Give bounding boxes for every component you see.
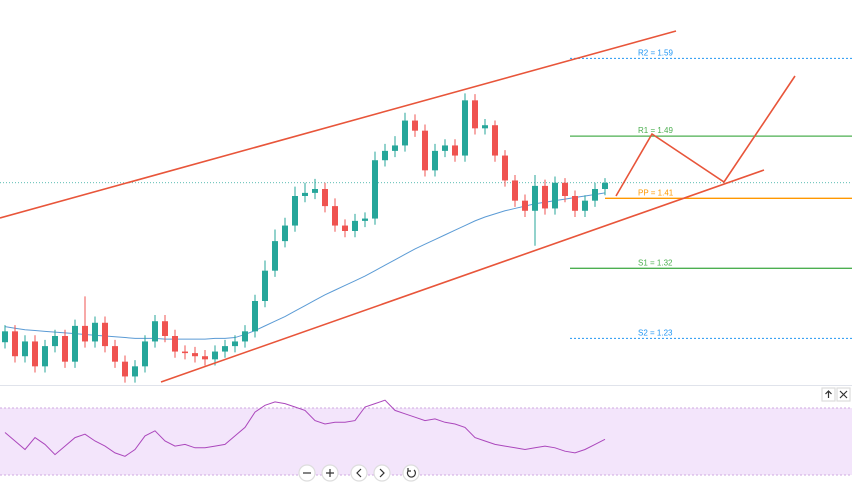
candle-body [212, 351, 218, 360]
pivot-label: PP = 1.41 [638, 188, 674, 197]
candle-body [582, 200, 588, 211]
candle-body [302, 192, 308, 196]
candle-body [442, 145, 448, 151]
candle-body [152, 321, 158, 342]
candle-body [432, 150, 438, 171]
candle-body [52, 336, 58, 347]
candle-body [572, 196, 578, 211]
candle-body [562, 182, 568, 196]
reset-button[interactable] [402, 464, 420, 482]
candle-body [62, 336, 68, 362]
zoom-in-icon [326, 469, 334, 477]
scroll-right-icon [379, 468, 385, 478]
scroll-left-button[interactable] [350, 464, 368, 482]
projection [615, 75, 796, 197]
candle-body [282, 225, 288, 242]
candle-body [182, 351, 188, 354]
candle-body [322, 189, 328, 207]
candle-body [2, 331, 8, 343]
candle-body [202, 356, 208, 360]
candle-body [332, 206, 338, 226]
candle-body [592, 189, 598, 201]
candle-body [502, 155, 508, 181]
candle-body [292, 196, 298, 226]
candle-body [252, 301, 258, 332]
candle-body [482, 125, 488, 129]
candle-body [602, 182, 608, 189]
candle-body [112, 346, 118, 362]
candle-body [162, 321, 168, 336]
candle-body [132, 366, 138, 377]
candle-body [552, 182, 558, 209]
candle-body [142, 341, 148, 367]
candle-body [32, 341, 38, 367]
candle-body [422, 130, 428, 171]
candle-body [12, 331, 18, 357]
candle-body [382, 150, 388, 161]
candle-body [372, 160, 378, 219]
close-pane-icon [839, 390, 848, 399]
toolbar [298, 387, 851, 482]
marks: R2 = 1.59 R1 = 1.49 PP = 1.41 S1 = 1.32 S2 =… [0, 48, 852, 457]
pivot-label: S2 = 1.23 [638, 328, 673, 337]
candle-body [22, 341, 28, 357]
channel [0, 30, 796, 383]
candle-body [232, 341, 238, 347]
candle-body [262, 270, 268, 301]
candle-body [352, 220, 358, 231]
candle-body [102, 322, 108, 347]
candle-body [392, 145, 398, 151]
candle-body [42, 346, 48, 367]
candle-body [242, 331, 248, 342]
candle-body [452, 145, 458, 156]
candle-body [172, 336, 178, 352]
scroll-left-icon [356, 468, 362, 478]
candle-body [402, 120, 408, 146]
scroll-right-button[interactable] [373, 464, 391, 482]
channel-upper [0, 30, 677, 219]
pivot-label: S1 = 1.32 [638, 258, 673, 267]
candle-body [342, 225, 348, 231]
maximize-pane-icon [825, 390, 832, 398]
candle-body [542, 185, 548, 209]
candle-body [192, 353, 198, 357]
candle-body [412, 120, 418, 131]
candle-body [472, 100, 478, 129]
pivot-label: R2 = 1.59 [638, 48, 673, 57]
candle-body [532, 185, 538, 211]
candle-body [272, 241, 278, 271]
reset-icon [406, 468, 417, 478]
rsi-line [4, 399, 606, 457]
rsi-panel [0, 408, 852, 475]
candle-body [312, 189, 318, 193]
candle-body [512, 180, 518, 201]
candle-body [492, 125, 498, 156]
candle-body [522, 200, 528, 211]
candle-body [92, 322, 98, 342]
candle-body [362, 218, 368, 221]
candle-body [82, 325, 88, 342]
channel-lower [160, 169, 765, 383]
candle-body [122, 361, 128, 377]
candle-body [222, 346, 228, 352]
pivot-label: R1 = 1.49 [638, 126, 673, 135]
candle-body [462, 100, 468, 156]
candle-body [72, 325, 78, 362]
